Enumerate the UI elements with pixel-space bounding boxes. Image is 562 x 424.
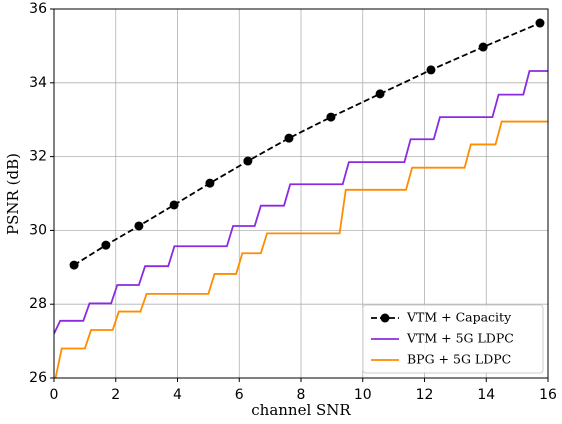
x-tick-label: 4 bbox=[173, 387, 182, 403]
series-line bbox=[54, 70, 548, 335]
y-axis-label: PSNR (dB) bbox=[4, 153, 22, 235]
x-tick-label: 0 bbox=[50, 387, 59, 403]
marker bbox=[169, 200, 179, 210]
y-tick-label: 26 bbox=[29, 370, 47, 386]
marker bbox=[478, 42, 488, 52]
series-line bbox=[73, 22, 541, 266]
x-tick-label: 14 bbox=[477, 387, 495, 403]
legend-marker bbox=[380, 313, 390, 323]
x-tick-label: 16 bbox=[539, 387, 557, 403]
marker bbox=[535, 18, 545, 28]
y-tick-label: 30 bbox=[29, 222, 47, 238]
x-axis-label: channel SNR bbox=[251, 401, 351, 419]
marker bbox=[134, 221, 144, 231]
series-line bbox=[54, 120, 548, 378]
marker bbox=[326, 112, 336, 122]
y-tick-label: 28 bbox=[29, 296, 47, 312]
x-tick-label: 12 bbox=[416, 387, 434, 403]
y-tick-label: 32 bbox=[29, 149, 47, 165]
marker bbox=[284, 133, 294, 143]
marker bbox=[243, 156, 253, 166]
marker bbox=[375, 89, 385, 99]
legend-label: VTM + 5G LDPC bbox=[406, 331, 514, 346]
legend-label: BPG + 5G LDPC bbox=[407, 352, 511, 367]
marker bbox=[426, 65, 436, 75]
marker bbox=[69, 260, 79, 270]
x-tick-label: 8 bbox=[297, 387, 306, 403]
x-tick-label: 2 bbox=[111, 387, 120, 403]
legend-label: VTM + Capacity bbox=[406, 310, 512, 325]
marker bbox=[205, 178, 215, 188]
x-tick-label: 10 bbox=[354, 387, 372, 403]
plot-frame bbox=[53, 8, 549, 379]
x-tick-label: 6 bbox=[235, 387, 244, 403]
marker bbox=[101, 240, 111, 250]
y-tick-label: 34 bbox=[29, 75, 47, 91]
y-tick-label: 36 bbox=[29, 1, 47, 17]
legend-box bbox=[362, 304, 544, 374]
